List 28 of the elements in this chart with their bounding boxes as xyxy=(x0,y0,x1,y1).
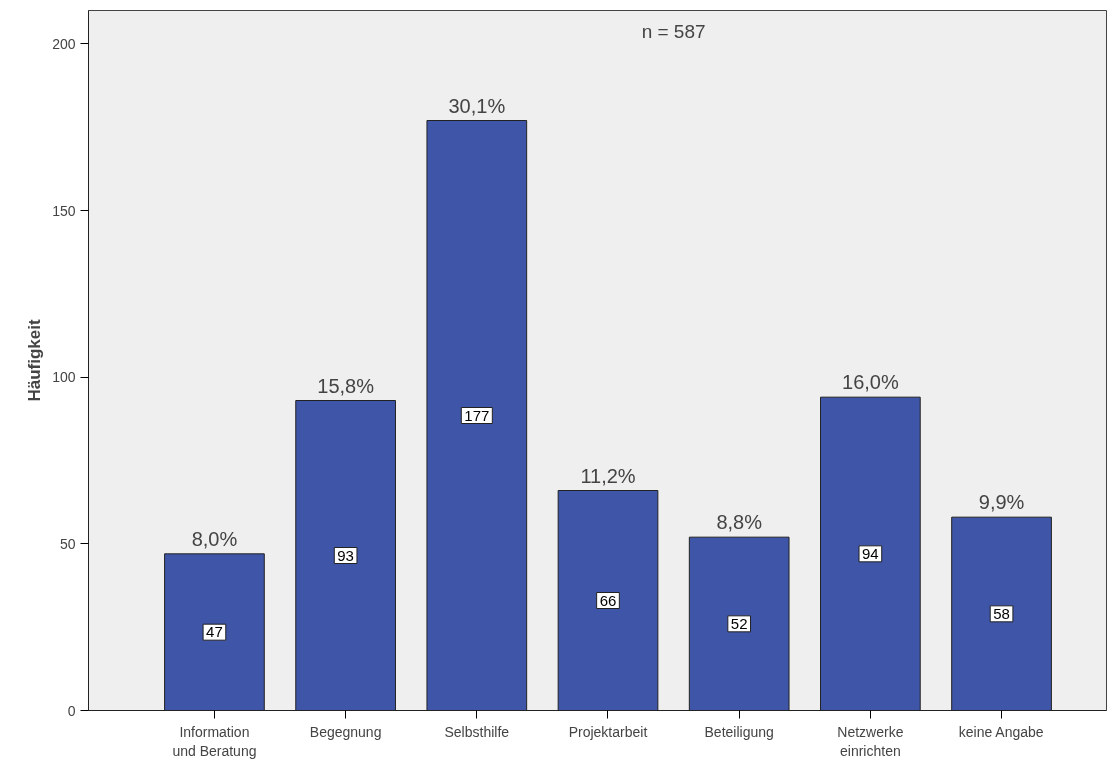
data-label: 177 xyxy=(464,406,490,424)
x-tick-label: keine Angabe xyxy=(958,723,1044,740)
data-label: 93 xyxy=(337,546,354,564)
x-tick-label: Netzwerke einrichten xyxy=(837,723,904,759)
x-tick-label: Information und Beratung xyxy=(172,723,257,759)
annotation: n = 587 xyxy=(641,20,706,42)
y-axis-title: Häufigkeit xyxy=(25,319,45,402)
data-label: 66 xyxy=(599,591,617,609)
annotation: 16,0% xyxy=(842,371,899,394)
annotation: 30,1% xyxy=(448,94,506,117)
annotation: 8,8% xyxy=(716,511,763,534)
y-tick-label: 200 xyxy=(52,35,76,52)
annotation: 15,8% xyxy=(317,374,375,397)
data-label: 52 xyxy=(730,614,748,632)
y-tick-label: 150 xyxy=(52,202,76,219)
y-tick-label: 100 xyxy=(52,369,76,386)
data-label: 94 xyxy=(862,544,879,562)
y-tick-label: 0 xyxy=(67,702,76,719)
annotation: 9,9% xyxy=(978,491,1025,514)
x-tick-label: Projektarbeit xyxy=(568,723,648,740)
data-label: 47 xyxy=(206,623,223,641)
x-tick-label: Selbsthilfe xyxy=(444,723,510,740)
x-tick-label: Begegnung xyxy=(309,723,382,740)
x-tick-label: Beteiligung xyxy=(704,723,774,740)
annotation: 8,0% xyxy=(191,527,238,550)
y-tick-label: 50 xyxy=(59,535,76,552)
data-label: 58 xyxy=(993,604,1010,622)
annotation: 11,2% xyxy=(580,464,636,487)
